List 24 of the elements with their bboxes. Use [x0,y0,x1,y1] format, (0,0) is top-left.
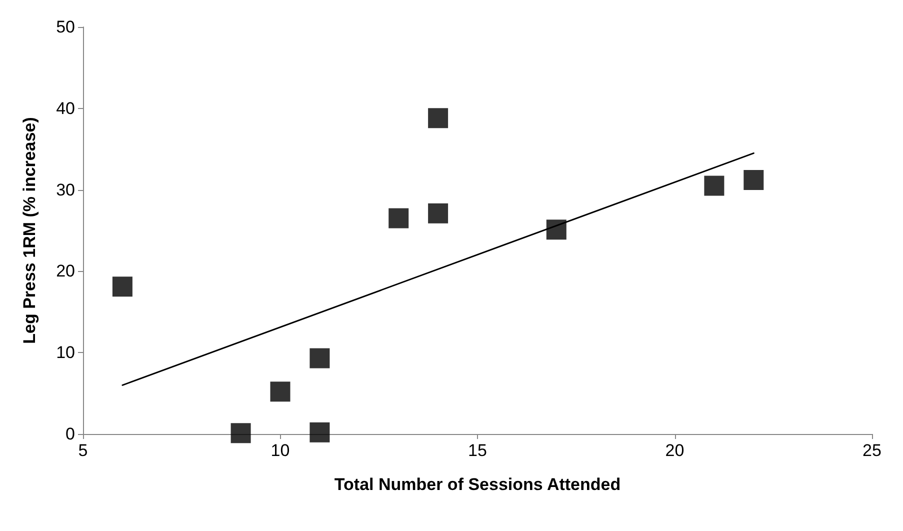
point [428,203,448,224]
x-tick-label: 20 [665,441,684,460]
y-tick-label: 50 [56,18,75,36]
y-tick-label: 10 [56,343,75,362]
point [546,220,566,240]
point [310,348,330,368]
point [270,382,290,402]
x-tick-label: 25 [862,441,882,460]
y-tick-label: 30 [56,180,75,200]
x-tick-label: 5 [78,441,88,460]
point [230,423,251,444]
point [112,276,132,297]
y-tick-label: 0 [66,424,75,444]
y-tick-label: 20 [56,262,75,281]
point [744,170,764,190]
x-axis-title: Total Number of Sessions Attended [334,475,621,494]
x-tick-label: 10 [270,441,290,460]
x-tick-label: 15 [468,441,487,460]
point [310,422,330,442]
point [704,176,724,196]
y-axis-title: Leg Press 1RM (% increase) [20,117,39,344]
y-tick-label: 40 [56,98,75,118]
point [428,108,448,128]
point [388,208,409,228]
